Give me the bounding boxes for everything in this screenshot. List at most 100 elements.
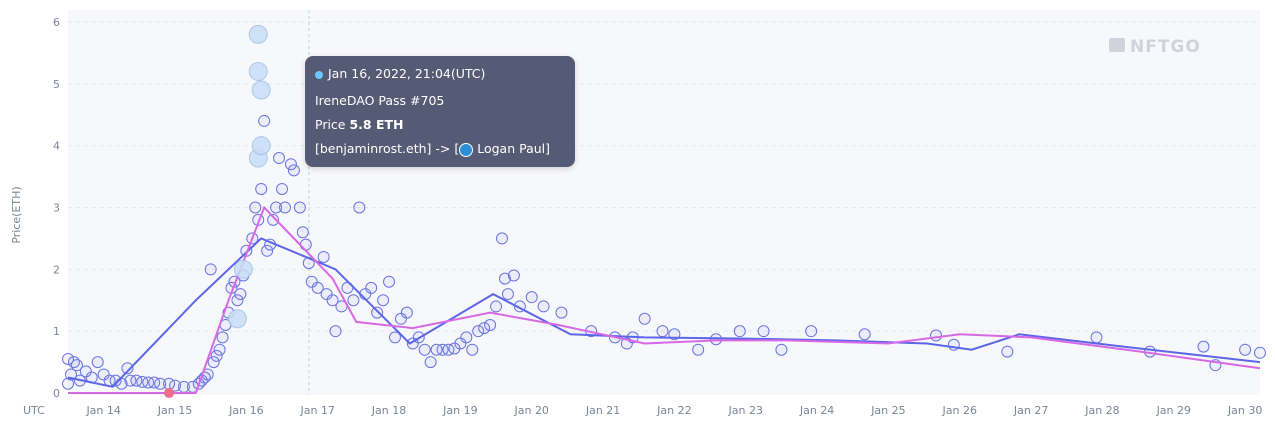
sale-point[interactable] [525,291,538,304]
sale-point[interactable] [347,294,360,307]
sale-point[interactable] [326,294,339,307]
sale-point[interactable] [249,201,262,214]
highlighted-sale-point[interactable] [248,24,268,44]
highlighted-sale-point[interactable] [251,136,271,156]
x-tick-label: Jan 23 [728,404,763,417]
sale-point[interactable] [255,182,268,195]
sale-point[interactable] [154,377,167,390]
y-axis-ticks: 0 1 2 3 4 5 6 [53,16,60,400]
sale-point[interactable] [383,275,396,288]
tooltip-price-label: Price [315,117,346,132]
sale-point[interactable] [267,213,280,226]
sale-point[interactable] [276,182,289,195]
sale-point[interactable] [299,238,312,251]
sale-point[interactable] [537,300,550,313]
sale-point[interactable] [293,201,306,214]
tooltip-item-name: IreneDAO Pass #705 [315,93,445,108]
sale-point[interactable] [498,272,511,285]
sale-point[interactable] [234,288,247,301]
sale-point[interactable] [91,356,104,369]
sale-point[interactable] [1001,345,1014,358]
x-tick-label: Jan 25 [870,404,905,417]
sale-point[interactable] [775,343,788,356]
sale-point[interactable] [121,362,134,375]
sale-point[interactable] [216,331,229,344]
sale-point[interactable] [213,343,226,356]
tooltip-price-row: Price 5.8 ETH [315,117,404,132]
sale-point[interactable] [733,325,746,338]
sale-point[interactable] [231,294,244,307]
x-tick-label: Jan 21 [585,404,620,417]
highlighted-sale-point[interactable] [251,80,271,100]
sale-point[interactable] [207,356,220,369]
sale-point[interactable] [278,201,291,214]
sale-point[interactable] [929,329,942,342]
sale-point[interactable] [692,343,705,356]
sale-point[interactable] [284,158,297,171]
sale-point[interactable] [296,226,309,239]
sale-point[interactable] [261,244,274,257]
y-tick-label: 4 [53,140,60,153]
sale-point[interactable] [329,325,342,338]
sale-point[interactable] [472,325,485,338]
highlighted-sale-points[interactable] [227,24,271,329]
tooltip-transfer-row: [benjaminrost.eth] -> [ Logan Paul] [315,141,550,157]
sale-point[interactable] [70,359,83,372]
x-tick-label: Jan 18 [371,404,406,417]
sale-point[interactable] [353,201,366,214]
sale-point[interactable] [418,343,431,356]
tooltip-to: Logan Paul] [477,141,551,156]
x-tick-label: Jan 24 [799,404,834,417]
sale-point[interactable] [460,331,473,344]
sale-point[interactable] [757,325,770,338]
sale-tooltip: Jan 16, 2022, 21:04(UTC) IreneDAO Pass #… [305,56,575,167]
y-tick-label: 1 [53,325,60,338]
y-axis-title: Price(ETH) [10,186,23,243]
sale-point[interactable] [377,294,390,307]
sale-point[interactable] [371,306,384,319]
sale-point[interactable] [484,318,497,331]
sale-point[interactable] [424,356,437,369]
sale-point[interactable] [273,152,286,165]
sale-point[interactable] [169,379,182,392]
sale-point[interactable] [388,331,401,344]
sale-point[interactable] [1090,331,1103,344]
sale-point[interactable] [466,343,479,356]
sale-point[interactable] [311,281,324,294]
sale-point[interactable] [805,325,818,338]
sale-point[interactable] [1239,343,1252,356]
sale-point[interactable] [495,232,508,245]
sale-point[interactable] [1254,346,1266,359]
highlighted-sale-point[interactable] [248,61,268,81]
sale-point[interactable] [656,325,669,338]
highlighted-sale-point[interactable] [227,309,247,329]
y-tick-label: 0 [53,387,60,400]
sale-point[interactable] [507,269,520,282]
sale-point[interactable] [270,201,283,214]
sale-point[interactable] [555,306,568,319]
sale-point[interactable] [1197,340,1210,353]
sale-point[interactable] [204,263,217,276]
sale-point[interactable] [365,281,378,294]
zero-price-point[interactable] [164,388,175,398]
x-tick-label: Jan 17 [299,404,334,417]
sale-point[interactable] [210,349,223,362]
sale-point[interactable] [858,328,871,341]
sale-point[interactable] [258,114,271,127]
sale-point[interactable] [501,288,514,301]
x-axis-ticks: Jan 14 Jan 15 Jan 16 Jan 17 Jan 18 Jan 19 Jan … [85,404,1262,417]
sale-point[interactable] [478,322,491,335]
tooltip-from: [benjaminrost.eth] -> [ [315,141,460,156]
sale-point[interactable] [638,312,651,325]
sale-point[interactable] [62,352,74,365]
highlighted-sale-point[interactable] [233,259,253,279]
sale-point[interactable] [490,300,503,313]
sale-point[interactable] [317,250,330,263]
sale-point[interactable] [109,374,122,387]
median-price-line [68,205,1261,394]
sale-point[interactable] [287,164,300,177]
x-axis-start-label: UTC [23,404,45,417]
x-tick-label: Jan 20 [513,404,548,417]
sale-point[interactable] [400,306,413,319]
